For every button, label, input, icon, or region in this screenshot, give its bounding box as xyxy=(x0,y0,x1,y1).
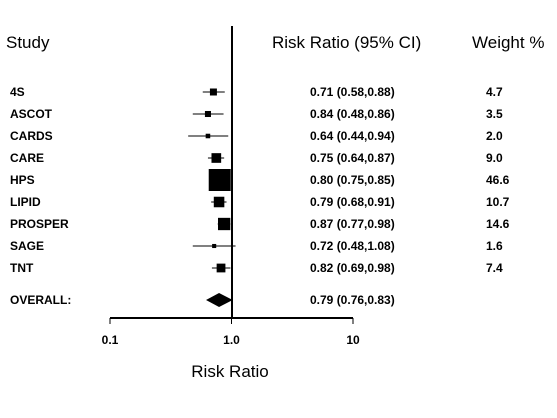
study-cards-label: CARDS xyxy=(10,129,53,143)
study-ascot-weight: 3.5 xyxy=(486,107,503,121)
study-tnt-label: TNT xyxy=(10,261,34,275)
study-ascot-label: ASCOT xyxy=(10,107,53,121)
study-prosper-ci-text: 0.87 (0.77,0.98) xyxy=(310,217,395,231)
study-lipid-point-estimate xyxy=(213,196,225,208)
study-sage-point-estimate xyxy=(212,243,217,249)
study-ascot-point-estimate xyxy=(204,110,211,118)
study-prosper-point-estimate xyxy=(217,217,231,231)
study-hps-label: HPS xyxy=(10,173,35,187)
study-care-weight: 9.0 xyxy=(486,151,503,165)
study-lipid-weight: 10.7 xyxy=(486,195,510,209)
study-care-point-estimate xyxy=(211,153,222,163)
study-rows: 4S 0.71 (0.58,0.88) 4.7 ASCOT 0.84 (0.48,0.8… xyxy=(10,85,510,275)
weight-column-header: Weight % xyxy=(472,33,544,52)
x-axis-title: Risk Ratio xyxy=(191,362,268,381)
study-sage-weight: 1.6 xyxy=(486,239,503,253)
study-hps-ci-text: 0.80 (0.75,0.85) xyxy=(310,173,395,187)
overall-diamond xyxy=(206,293,233,307)
study-lipid-ci-text: 0.79 (0.68,0.91) xyxy=(310,195,395,209)
study-sage-ci-text: 0.72 (0.48,1.08) xyxy=(310,239,395,253)
study-cards-ci-text: 0.64 (0.44,0.94) xyxy=(310,129,395,143)
study-cards-weight: 2.0 xyxy=(486,129,503,143)
study-column-header: Study xyxy=(6,33,50,52)
x-axis-ticks: 0.1 1.0 10 xyxy=(102,318,360,347)
x-tick-label-1: 1.0 xyxy=(223,333,240,347)
overall-ci-text: 0.79 (0.76,0.83) xyxy=(310,293,395,307)
study-care-ci-text: 0.75 (0.64,0.87) xyxy=(310,151,395,165)
study-tnt-ci-text: 0.82 (0.69,0.98) xyxy=(310,261,395,275)
x-tick-label-0: 0.1 xyxy=(102,333,119,347)
study-hps-point-estimate xyxy=(208,169,231,191)
study-prosper-label: PROSPER xyxy=(10,217,69,231)
study-4s-label: 4S xyxy=(10,85,25,99)
study-4s-ci-text: 0.71 (0.58,0.88) xyxy=(310,85,395,99)
risk-ratio-column-header: Risk Ratio (95% CI) xyxy=(272,33,421,52)
study-ascot-ci-text: 0.84 (0.48,0.86) xyxy=(310,107,395,121)
study-hps-weight: 46.6 xyxy=(486,173,510,187)
study-care-label: CARE xyxy=(10,151,44,165)
study-tnt-weight: 7.4 xyxy=(486,261,503,275)
study-lipid-label: LIPID xyxy=(10,195,41,209)
overall-row: OVERALL: 0.79 (0.76,0.83) xyxy=(10,293,395,307)
study-cards-point-estimate xyxy=(205,133,211,139)
study-4s-point-estimate xyxy=(209,88,217,96)
study-4s-weight: 4.7 xyxy=(486,85,503,99)
x-tick-label-2: 10 xyxy=(346,333,360,347)
study-tnt-point-estimate xyxy=(216,263,226,273)
overall-label: OVERALL: xyxy=(10,293,71,307)
study-prosper-weight: 14.6 xyxy=(486,217,510,231)
study-sage-label: SAGE xyxy=(10,239,44,253)
